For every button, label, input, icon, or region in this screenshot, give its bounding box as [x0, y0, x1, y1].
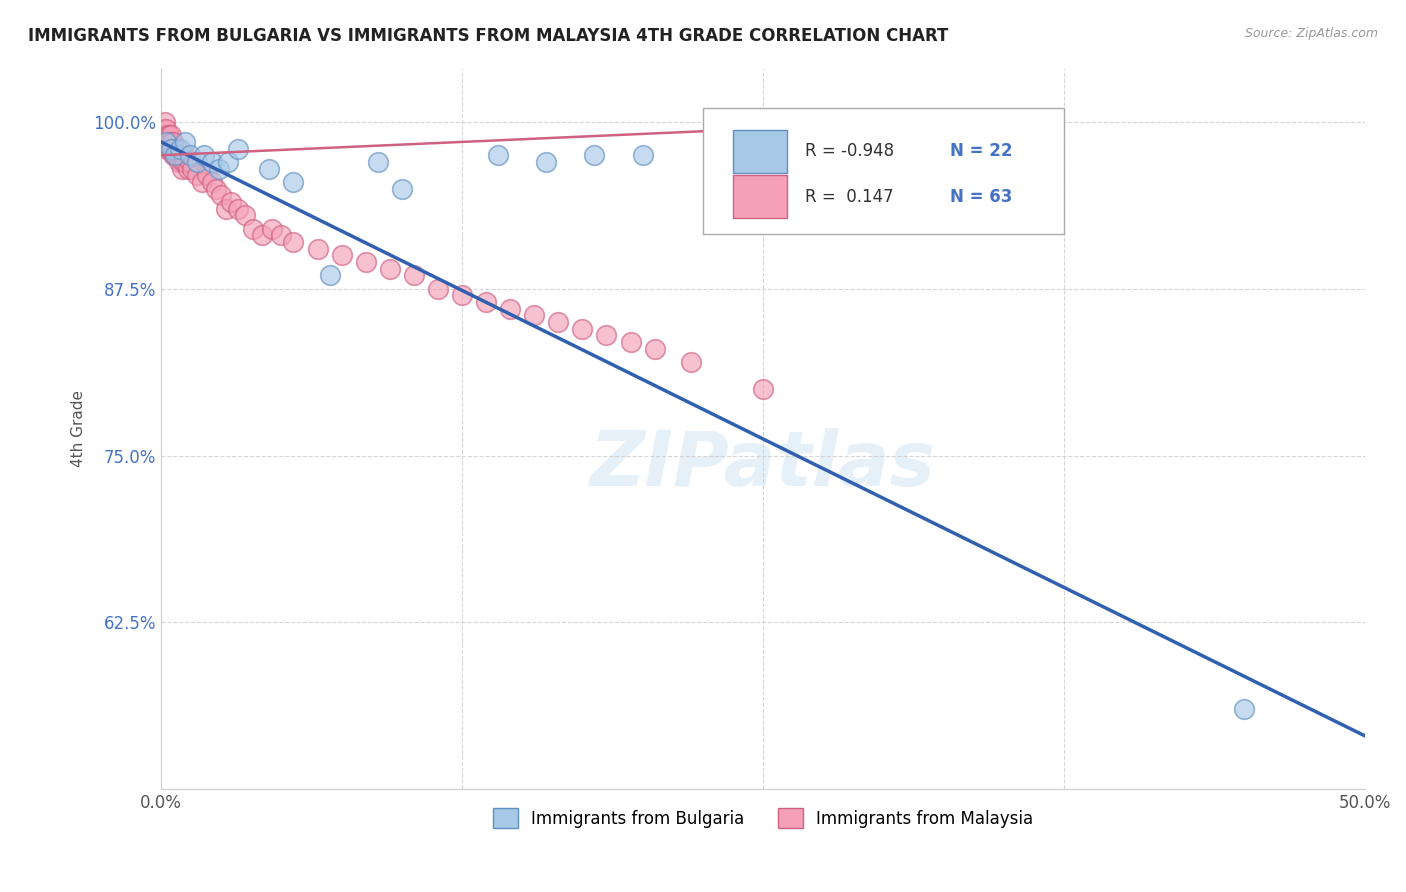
Point — [195, 169, 218, 183]
Point — [226, 142, 249, 156]
Point — [186, 169, 208, 183]
Point — [208, 161, 231, 176]
Point — [547, 315, 569, 329]
Point — [215, 202, 238, 216]
Point — [201, 175, 224, 189]
Point — [153, 115, 176, 129]
Point — [259, 161, 281, 176]
Point — [159, 135, 181, 149]
Text: N = 63: N = 63 — [949, 188, 1012, 206]
Text: Source: ZipAtlas.com: Source: ZipAtlas.com — [1244, 27, 1378, 40]
Point — [595, 328, 617, 343]
Point — [179, 155, 201, 169]
Text: IMMIGRANTS FROM BULGARIA VS IMMIGRANTS FROM MALAYSIA 4TH GRADE CORRELATION CHART: IMMIGRANTS FROM BULGARIA VS IMMIGRANTS F… — [28, 27, 949, 45]
Point — [402, 268, 425, 283]
Point — [619, 335, 641, 350]
Point — [181, 161, 204, 176]
Bar — [733, 175, 787, 219]
Point — [752, 382, 775, 396]
Point — [163, 142, 186, 156]
Point — [179, 148, 201, 162]
Point — [165, 148, 187, 162]
Point — [354, 255, 377, 269]
Point — [205, 181, 228, 195]
Point — [391, 181, 413, 195]
Point — [330, 248, 353, 262]
Point — [150, 128, 173, 143]
Text: R =  0.147: R = 0.147 — [806, 188, 894, 206]
Point — [160, 142, 183, 156]
Point — [226, 202, 249, 216]
Point — [162, 148, 184, 162]
Point — [217, 155, 239, 169]
Point — [155, 135, 177, 149]
Point — [451, 288, 474, 302]
Point — [155, 135, 177, 149]
Point — [242, 221, 264, 235]
Point — [169, 142, 191, 156]
Point — [166, 142, 188, 156]
Point — [167, 155, 190, 169]
Point — [176, 161, 198, 176]
Point — [162, 135, 184, 149]
Legend: Immigrants from Bulgaria, Immigrants from Malaysia: Immigrants from Bulgaria, Immigrants fro… — [486, 801, 1040, 835]
Y-axis label: 4th Grade: 4th Grade — [72, 391, 86, 467]
Point — [165, 148, 187, 162]
Point — [159, 128, 181, 143]
Point — [499, 301, 522, 316]
Point — [157, 135, 180, 149]
Point — [583, 148, 606, 162]
Point — [201, 155, 224, 169]
Point — [159, 142, 181, 156]
Point — [283, 235, 305, 249]
Point — [159, 142, 181, 156]
Point — [209, 188, 232, 202]
Point — [186, 155, 208, 169]
Point — [155, 121, 177, 136]
Point — [170, 161, 193, 176]
Point — [172, 155, 194, 169]
Point — [169, 148, 191, 162]
Text: ZIPatlas: ZIPatlas — [591, 428, 936, 502]
Point — [152, 121, 174, 136]
Point — [174, 155, 197, 169]
Text: R = -0.948: R = -0.948 — [806, 143, 894, 161]
FancyBboxPatch shape — [703, 108, 1064, 235]
Point — [426, 282, 449, 296]
Point — [153, 135, 176, 149]
Point — [270, 228, 292, 243]
Point — [156, 128, 179, 143]
Point — [191, 175, 214, 189]
Text: N = 22: N = 22 — [949, 143, 1012, 161]
Point — [157, 128, 180, 143]
Point — [631, 148, 654, 162]
Point — [283, 175, 305, 189]
Point — [250, 228, 273, 243]
Point — [160, 135, 183, 149]
Point — [318, 268, 340, 283]
Point — [167, 148, 190, 162]
Point — [486, 148, 509, 162]
Point — [644, 342, 666, 356]
Point — [173, 148, 195, 162]
Point — [260, 221, 283, 235]
Point — [571, 322, 593, 336]
Point — [155, 128, 177, 143]
Point — [367, 155, 389, 169]
Point — [219, 194, 242, 209]
Point — [523, 309, 546, 323]
Point — [475, 295, 498, 310]
Bar — [733, 129, 787, 173]
Point — [233, 208, 256, 222]
Point — [1233, 702, 1256, 716]
Point — [378, 261, 401, 276]
Point — [679, 355, 702, 369]
Point — [174, 135, 197, 149]
Point — [307, 242, 329, 256]
Point — [156, 142, 179, 156]
Point — [536, 155, 558, 169]
Point — [193, 148, 215, 162]
